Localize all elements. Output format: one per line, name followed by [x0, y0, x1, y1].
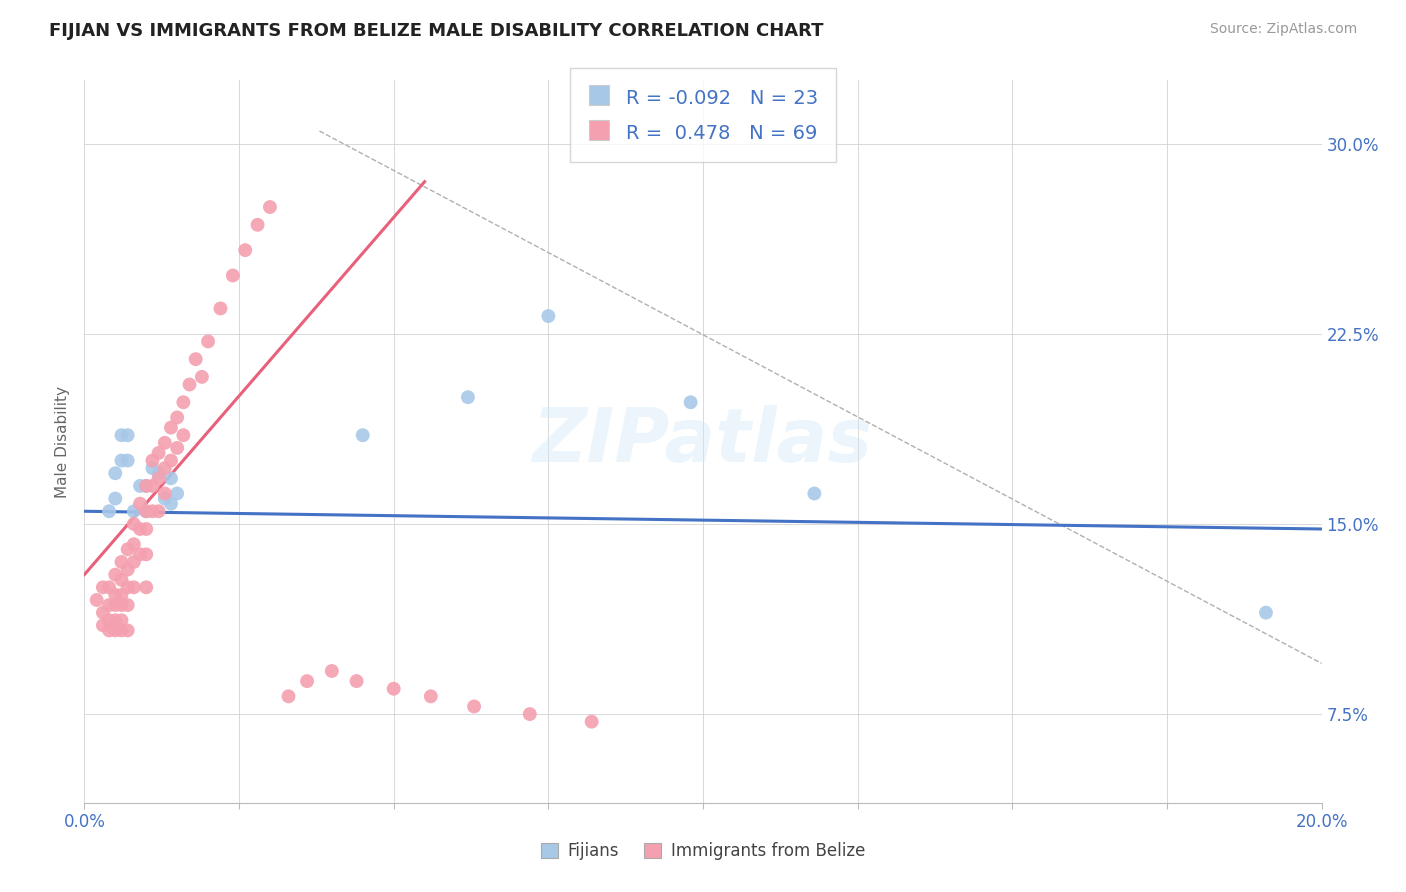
- Point: [153, 486, 176, 500]
- Point: [172, 395, 194, 409]
- Point: [135, 547, 157, 561]
- Point: [86, 593, 108, 607]
- Point: [581, 714, 603, 729]
- Point: [160, 471, 183, 485]
- Point: [246, 218, 269, 232]
- Point: [141, 479, 163, 493]
- Text: FIJIAN VS IMMIGRANTS FROM BELIZE MALE DISABILITY CORRELATION CHART: FIJIAN VS IMMIGRANTS FROM BELIZE MALE DI…: [49, 22, 824, 40]
- Point: [117, 428, 139, 442]
- Point: [110, 555, 132, 569]
- Point: [153, 435, 176, 450]
- Point: [117, 563, 139, 577]
- Point: [277, 690, 299, 704]
- Point: [117, 624, 139, 638]
- Point: [135, 580, 157, 594]
- Point: [110, 598, 132, 612]
- Point: [233, 243, 256, 257]
- Point: [537, 309, 560, 323]
- Point: [110, 613, 132, 627]
- Point: [346, 674, 368, 689]
- Point: [117, 598, 139, 612]
- Point: [184, 352, 207, 367]
- Point: [122, 555, 145, 569]
- Point: [104, 491, 127, 506]
- Point: [419, 690, 441, 704]
- Point: [135, 522, 157, 536]
- Point: [209, 301, 232, 316]
- Text: ZIPatlas: ZIPatlas: [533, 405, 873, 478]
- Point: [135, 504, 157, 518]
- Point: [110, 588, 132, 602]
- Point: [222, 268, 245, 283]
- Point: [98, 624, 121, 638]
- Point: [91, 618, 114, 632]
- Point: [160, 453, 183, 467]
- Point: [135, 479, 157, 493]
- Point: [166, 486, 188, 500]
- Point: [160, 497, 183, 511]
- Point: [122, 580, 145, 594]
- Point: [160, 420, 183, 434]
- Point: [352, 428, 374, 442]
- Point: [148, 471, 170, 485]
- Point: [153, 491, 176, 506]
- Point: [166, 441, 188, 455]
- Point: [141, 461, 163, 475]
- Point: [104, 567, 127, 582]
- Point: [457, 390, 479, 404]
- Point: [129, 547, 152, 561]
- Point: [519, 707, 541, 722]
- Point: [98, 613, 121, 627]
- Text: Source: ZipAtlas.com: Source: ZipAtlas.com: [1209, 22, 1357, 37]
- Point: [148, 467, 170, 481]
- Legend: Fijians, Immigrants from Belize: Fijians, Immigrants from Belize: [534, 836, 872, 867]
- Point: [91, 606, 114, 620]
- Point: [122, 516, 145, 531]
- Point: [122, 537, 145, 551]
- Point: [117, 580, 139, 594]
- Point: [1254, 606, 1277, 620]
- Point: [259, 200, 281, 214]
- Point: [104, 467, 127, 481]
- Point: [197, 334, 219, 349]
- Y-axis label: Male Disability: Male Disability: [55, 385, 70, 498]
- Point: [191, 370, 214, 384]
- Point: [104, 613, 127, 627]
- Point: [141, 453, 163, 467]
- Point: [122, 504, 145, 518]
- Point: [104, 598, 127, 612]
- Point: [129, 479, 152, 493]
- Point: [98, 598, 121, 612]
- Point: [91, 580, 114, 594]
- Point: [110, 573, 132, 587]
- Point: [172, 428, 194, 442]
- Point: [148, 504, 170, 518]
- Point: [135, 479, 157, 493]
- Point: [98, 504, 121, 518]
- Point: [129, 522, 152, 536]
- Point: [321, 664, 343, 678]
- Point: [110, 624, 132, 638]
- Point: [679, 395, 702, 409]
- Point: [110, 453, 132, 467]
- Point: [141, 504, 163, 518]
- Point: [104, 624, 127, 638]
- Point: [803, 486, 825, 500]
- Point: [104, 588, 127, 602]
- Point: [98, 580, 121, 594]
- Point: [110, 428, 132, 442]
- Point: [117, 542, 139, 557]
- Point: [148, 446, 170, 460]
- Point: [179, 377, 201, 392]
- Point: [295, 674, 318, 689]
- Point: [117, 453, 139, 467]
- Point: [382, 681, 405, 696]
- Point: [153, 461, 176, 475]
- Point: [135, 504, 157, 518]
- Point: [166, 410, 188, 425]
- Point: [129, 497, 152, 511]
- Point: [463, 699, 485, 714]
